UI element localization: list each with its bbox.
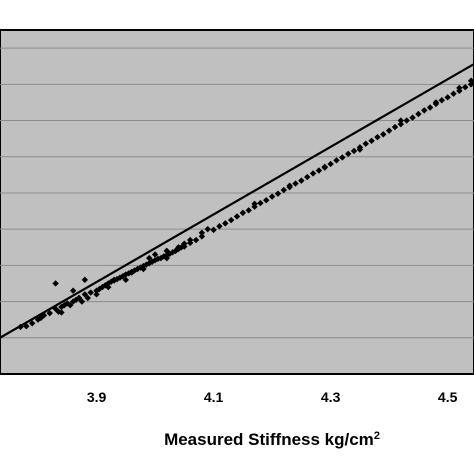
data-point-72 (315, 167, 323, 174)
data-point-102 (81, 276, 89, 284)
data-point-84 (385, 127, 393, 134)
x-tick-label-2: 4.3 (321, 389, 341, 405)
data-point-90 (421, 107, 428, 114)
data-point-69 (298, 177, 305, 184)
data-point-56 (222, 220, 229, 227)
data-point-109 (198, 229, 206, 236)
data-point-63 (263, 196, 270, 204)
data-point-19 (87, 289, 94, 296)
data-point-83 (380, 131, 387, 138)
data-point-113 (110, 276, 118, 284)
data-point-107 (163, 247, 170, 255)
x-tick-label-0: 3.9 (87, 389, 107, 405)
data-point-16 (78, 298, 86, 305)
data-point-86 (397, 120, 405, 128)
data-point-71 (309, 170, 317, 177)
data-point-82 (374, 133, 381, 141)
data-point-101 (69, 287, 77, 294)
data-point-127 (467, 77, 474, 84)
data-point-78 (350, 147, 358, 155)
data-point-117 (175, 244, 182, 251)
data-point-42 (157, 254, 165, 262)
data-point-58 (233, 213, 241, 220)
data-point-103 (105, 283, 112, 291)
data-point-74 (327, 160, 334, 168)
x-axis-tick-labels: 3.9 4.1 4.3 4.5 (87, 389, 458, 405)
x-axis-title-text: Measured Stiffness kg/cm (164, 430, 374, 449)
data-point-122 (321, 164, 328, 171)
data-point-55 (216, 223, 223, 230)
data-point-94 (444, 94, 451, 101)
data-point-11 (64, 300, 71, 307)
data-point-111 (75, 294, 83, 302)
data-point-77 (344, 150, 352, 158)
data-point-116 (163, 254, 170, 262)
data-point-105 (140, 265, 147, 273)
data-point-33 (131, 267, 138, 274)
x-tick-label-1: 4.1 (204, 389, 224, 405)
x-axis-title-superscript: 2 (374, 430, 380, 442)
data-point-93 (438, 97, 446, 104)
data-points (17, 77, 474, 331)
data-point-41 (154, 255, 162, 263)
data-point-65 (274, 190, 282, 197)
data-point-87 (403, 117, 410, 124)
data-point-108 (181, 240, 188, 247)
data-point-60 (245, 207, 252, 214)
gridlines (0, 47, 474, 339)
data-point-100 (52, 280, 59, 287)
data-point-89 (415, 110, 422, 118)
trendline (0, 63, 474, 339)
data-point-123 (356, 146, 364, 153)
data-point-62 (257, 199, 264, 207)
data-point-91 (426, 104, 434, 111)
data-point-121 (286, 182, 293, 189)
data-point-119 (204, 225, 211, 233)
data-point-118 (186, 236, 194, 244)
x-tick-label-3: 4.5 (438, 389, 458, 405)
data-point-4 (37, 314, 45, 322)
data-point-59 (239, 209, 247, 217)
data-point-76 (339, 154, 346, 161)
data-point-17 (81, 291, 89, 298)
data-point-64 (268, 193, 276, 200)
data-point-114 (128, 269, 135, 276)
data-point-112 (93, 291, 100, 298)
data-point-110 (58, 309, 65, 316)
data-point-95 (450, 90, 457, 97)
data-point-126 (456, 84, 463, 92)
data-point-115 (146, 254, 153, 262)
x-axis-title: Measured Stiffness kg/cm2 (164, 430, 380, 449)
data-point-5 (40, 312, 48, 319)
data-point-125 (432, 99, 440, 106)
data-point-88 (409, 114, 416, 121)
data-point-6 (46, 309, 53, 317)
data-point-85 (391, 123, 399, 131)
data-point-80 (362, 140, 369, 147)
data-point-54 (210, 226, 217, 234)
data-point-10 (61, 302, 68, 309)
data-point-53 (198, 233, 206, 240)
data-point-120 (251, 200, 258, 208)
data-point-30 (122, 271, 130, 278)
data-point-70 (304, 173, 311, 181)
data-point-75 (333, 157, 340, 164)
data-point-81 (368, 137, 375, 145)
data-point-9 (58, 303, 65, 311)
data-point-18 (84, 294, 91, 302)
data-point-106 (151, 251, 159, 258)
data-point-2 (28, 320, 36, 327)
data-point-97 (462, 84, 469, 91)
data-point-68 (292, 180, 299, 187)
data-point-12 (67, 302, 74, 309)
data-point-57 (227, 216, 235, 224)
data-point-52 (192, 236, 200, 244)
data-point-66 (280, 186, 288, 194)
data-point-124 (397, 117, 405, 124)
data-point-104 (122, 276, 130, 284)
